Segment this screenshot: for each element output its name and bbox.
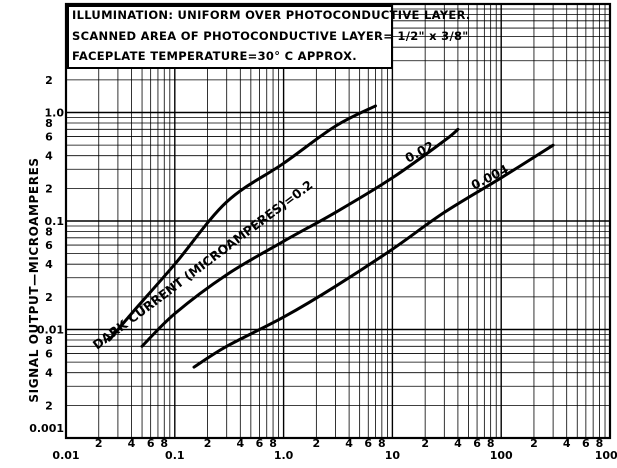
y-minor-tick-label: 2 <box>45 74 53 87</box>
y-tick-label: 1.0 <box>45 107 65 120</box>
x-minor-tick-label: 2 <box>421 437 429 450</box>
y-minor-tick-label: 8 <box>45 117 53 130</box>
x-minor-tick-label: 6 <box>147 437 155 450</box>
y-minor-tick-label: 4 <box>45 258 53 271</box>
plot-frame <box>64 2 612 440</box>
grid-layer <box>64 2 612 440</box>
x-minor-tick-label: 2 <box>95 437 103 450</box>
x-minor-tick-label: 4 <box>454 437 462 450</box>
x-minor-tick-label: 6 <box>364 437 372 450</box>
y-minor-tick-label: 6 <box>45 131 53 144</box>
y-minor-tick-label: 4 <box>45 150 53 163</box>
curve-0.004 <box>192 143 555 369</box>
x-minor-tick-label: 2 <box>204 437 212 450</box>
x-tick-label: 0.1 <box>165 449 185 462</box>
x-minor-tick-label: 2 <box>313 437 321 450</box>
y-minor-tick-label: 8 <box>45 334 53 347</box>
note-line-2: SCANNED AREA OF PHOTOCONDUCTIVE LAYER= 1… <box>72 29 469 43</box>
tick-label-layer: 0.010.11.0101001000246824682468246824680… <box>29 74 617 462</box>
y-tick-label: 0.01 <box>37 324 64 337</box>
y-minor-tick-label: 2 <box>45 399 53 412</box>
y-axis-label: SIGNAL OUTPUT—MICROAMPERES <box>27 157 41 402</box>
y-tick-label: 0.1 <box>45 215 65 228</box>
x-minor-tick-label: 4 <box>345 437 353 450</box>
x-minor-tick-label: 6 <box>473 437 481 450</box>
x-minor-tick-label: 4 <box>236 437 244 450</box>
x-minor-tick-label: 4 <box>563 437 571 450</box>
x-minor-tick-label: 8 <box>596 437 604 450</box>
x-minor-tick-label: 8 <box>378 437 386 450</box>
x-tick-label: 1000 <box>595 449 617 462</box>
curve-0.02 <box>140 127 460 348</box>
curve-label-0.02: 0.02 <box>402 138 436 166</box>
y-minor-tick-label: 6 <box>45 239 53 252</box>
y-minor-tick-label: 6 <box>45 348 53 361</box>
x-minor-tick-label: 8 <box>269 437 277 450</box>
x-tick-label: 100 <box>490 449 513 462</box>
y-minor-tick-label: 8 <box>45 226 53 239</box>
x-minor-tick-label: 4 <box>128 437 136 450</box>
x-minor-tick-label: 8 <box>487 437 495 450</box>
x-minor-tick-label: 6 <box>256 437 264 450</box>
note-line-1: ILLUMINATION: UNIFORM OVER PHOTOCONDUCTI… <box>72 8 471 22</box>
x-tick-label: 1.0 <box>274 449 294 462</box>
curve-layer <box>107 104 555 369</box>
y-minor-tick-label: 4 <box>45 367 53 380</box>
x-minor-tick-label: 8 <box>160 437 168 450</box>
note-line-3: FACEPLATE TEMPERATURE=30° C APPROX. <box>72 49 357 63</box>
y-minor-tick-label: 2 <box>45 291 53 304</box>
curve-dark-current-0.2 <box>107 104 377 342</box>
curve-label-dark-current-0.2: DARK CURRENT (MICROAMPERES)=0.2 <box>90 177 316 352</box>
y-tick-label: 0.001 <box>29 422 64 435</box>
x-minor-tick-label: 6 <box>582 437 590 450</box>
x-tick-label: 10 <box>385 449 401 462</box>
y-minor-tick-label: 2 <box>45 182 53 195</box>
notes-box <box>67 5 393 69</box>
x-minor-tick-label: 2 <box>530 437 538 450</box>
x-tick-label: 0.01 <box>52 449 79 462</box>
